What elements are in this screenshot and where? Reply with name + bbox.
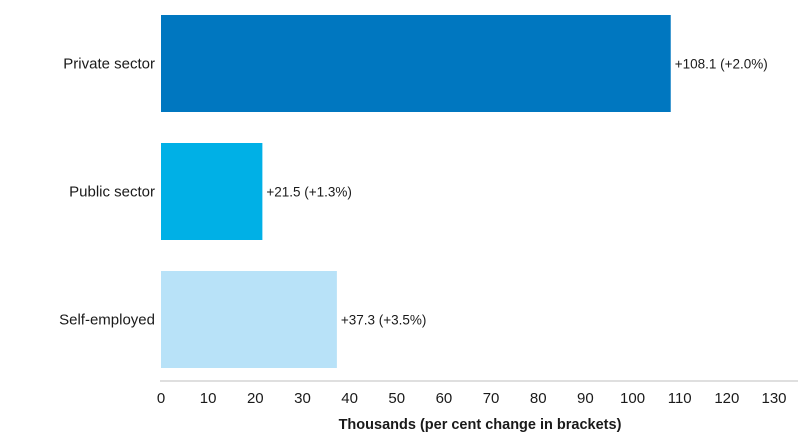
x-axis-title: Thousands (per cent change in brackets) (339, 417, 622, 433)
category-label: Self-employed (59, 312, 155, 329)
x-tick-label: 70 (483, 390, 500, 407)
category-label: Private sector (63, 56, 155, 73)
category-label: Public sector (69, 184, 155, 201)
x-tick-label: 120 (714, 390, 739, 407)
x-tick-label: 80 (530, 390, 547, 407)
x-axis-ticks: 0 10 20 30 40 50 60 70 80 90 100 110 120 130 (157, 390, 787, 407)
x-tick-label: 10 (200, 390, 217, 407)
data-label: +21.5 (+1.3%) (266, 185, 352, 200)
x-tick-label: 0 (157, 390, 165, 407)
x-tick-label: 90 (577, 390, 594, 407)
x-tick-label: 30 (294, 390, 311, 407)
bar-public-sector (161, 143, 263, 240)
data-label: +37.3 (+3.5%) (341, 313, 427, 328)
x-tick-label: 40 (341, 390, 358, 407)
data-labels: +108.1 (+2.0%) +21.5 (+1.3%) +37.3 (+3.5%) (266, 57, 767, 328)
x-tick-label: 100 (620, 390, 645, 407)
x-tick-label: 110 (668, 390, 692, 407)
x-tick-label: 50 (388, 390, 405, 407)
bar-private-sector (161, 15, 671, 112)
x-tick-label: 130 (761, 390, 786, 407)
category-labels: Private sector Public sector Self-employed (59, 56, 155, 329)
x-tick-label: 20 (247, 390, 264, 407)
bars-group (161, 15, 671, 368)
bar-self-employed (161, 271, 337, 368)
data-label: +108.1 (+2.0%) (675, 57, 768, 72)
x-tick-label: 60 (436, 390, 453, 407)
